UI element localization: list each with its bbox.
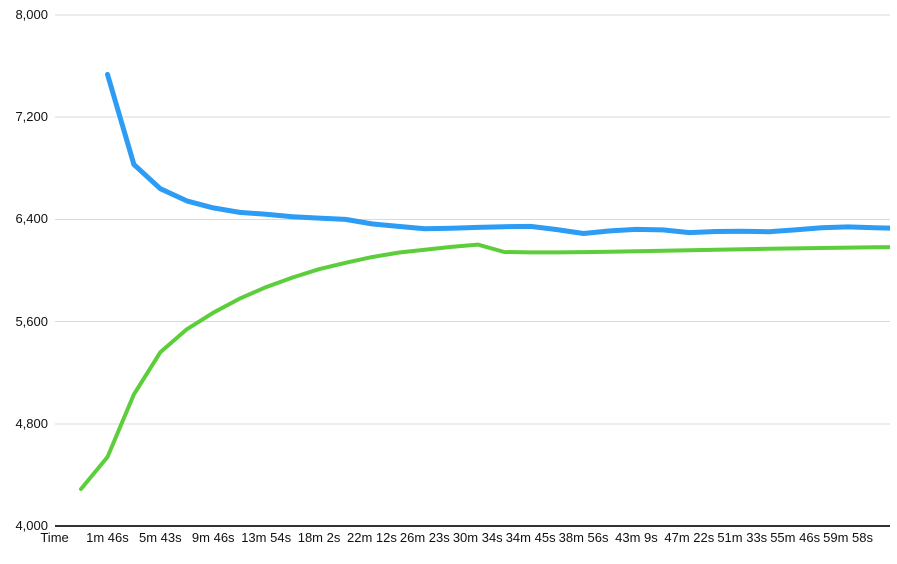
y-tick-label: 6,400 — [15, 211, 48, 227]
x-tick-label: 13m 54s — [241, 530, 292, 545]
x-axis-title: Time — [40, 530, 69, 545]
x-tick-label: 55m 46s — [770, 530, 821, 545]
x-tick-label: 43m 9s — [615, 530, 658, 545]
x-tick-label: 30m 34s — [452, 530, 503, 545]
series-line-green[interactable] — [79, 242, 897, 491]
x-tick-label: 59m 58s — [823, 530, 873, 545]
x-tick-label: 1m 46s — [86, 530, 129, 545]
x-tick-label: 18m 2s — [297, 530, 341, 545]
x-tick-label: 26m 23s — [399, 530, 450, 545]
x-tick-label: 5m 43s — [139, 530, 182, 545]
y-tick-label: 4,800 — [15, 415, 48, 431]
y-tick-label: 5,600 — [15, 313, 48, 329]
x-tick-label: 34m 45s — [505, 530, 556, 545]
x-tick-label: 51m 33s — [717, 530, 768, 545]
y-tick-label: 4,000 — [15, 518, 48, 533]
x-tick-label: 38m 56s — [558, 530, 609, 545]
y-tick-label: 7,200 — [15, 109, 48, 125]
series-line-blue[interactable] — [105, 71, 897, 236]
x-tick-label: 22m 12s — [347, 530, 397, 545]
x-tick-label: 9m 46s — [191, 530, 235, 545]
x-tick-label: 47m 22s — [664, 530, 715, 545]
y-tick-label: 8,000 — [15, 7, 48, 22]
